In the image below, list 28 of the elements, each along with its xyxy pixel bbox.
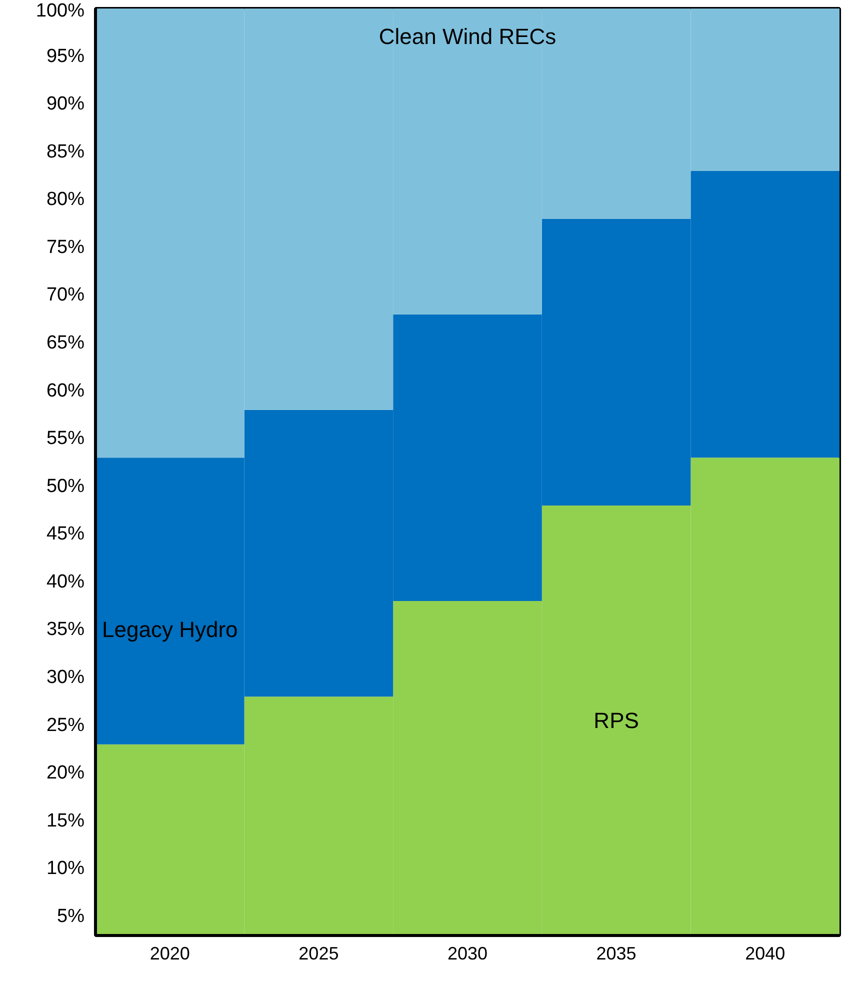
y-tick-label: 85%	[46, 141, 85, 162]
y-tick-label: 20%	[46, 762, 85, 784]
series-label: RPS	[594, 708, 639, 733]
x-tick-label: 2025	[298, 944, 339, 964]
y-tick-label: 45%	[46, 524, 85, 545]
y-tick-label: 5%	[57, 906, 85, 927]
y-tick-label: 80%	[46, 189, 85, 210]
x-tick-label: 2040	[745, 944, 786, 964]
y-tick-label: 65%	[46, 332, 85, 354]
y-tick-label: 60%	[46, 380, 85, 402]
x-tick-label: 2030	[447, 944, 488, 964]
y-tick-label: 95%	[46, 46, 85, 67]
y-tick-label: 10%	[46, 858, 85, 880]
y-tick-label: 30%	[46, 666, 85, 688]
x-tick-label: 2035	[596, 944, 636, 964]
y-tick-label: 75%	[46, 236, 85, 258]
y-tick-label: 35%	[46, 619, 85, 640]
x-tick-label: 2020	[150, 944, 190, 964]
series-label: Clean Wind RECs	[378, 24, 556, 49]
series-label: Legacy Hydro	[102, 617, 238, 642]
y-tick-label: 25%	[46, 714, 85, 736]
y-tick-label: 70%	[46, 284, 85, 306]
y-tick-label: 50%	[46, 476, 85, 497]
y-tick-label: 90%	[46, 94, 85, 115]
y-tick-label: 100%	[36, 0, 85, 22]
y-tick-label: 40%	[46, 571, 85, 592]
y-tick-label: 55%	[46, 428, 85, 450]
y-tick-label: 15%	[46, 810, 85, 832]
